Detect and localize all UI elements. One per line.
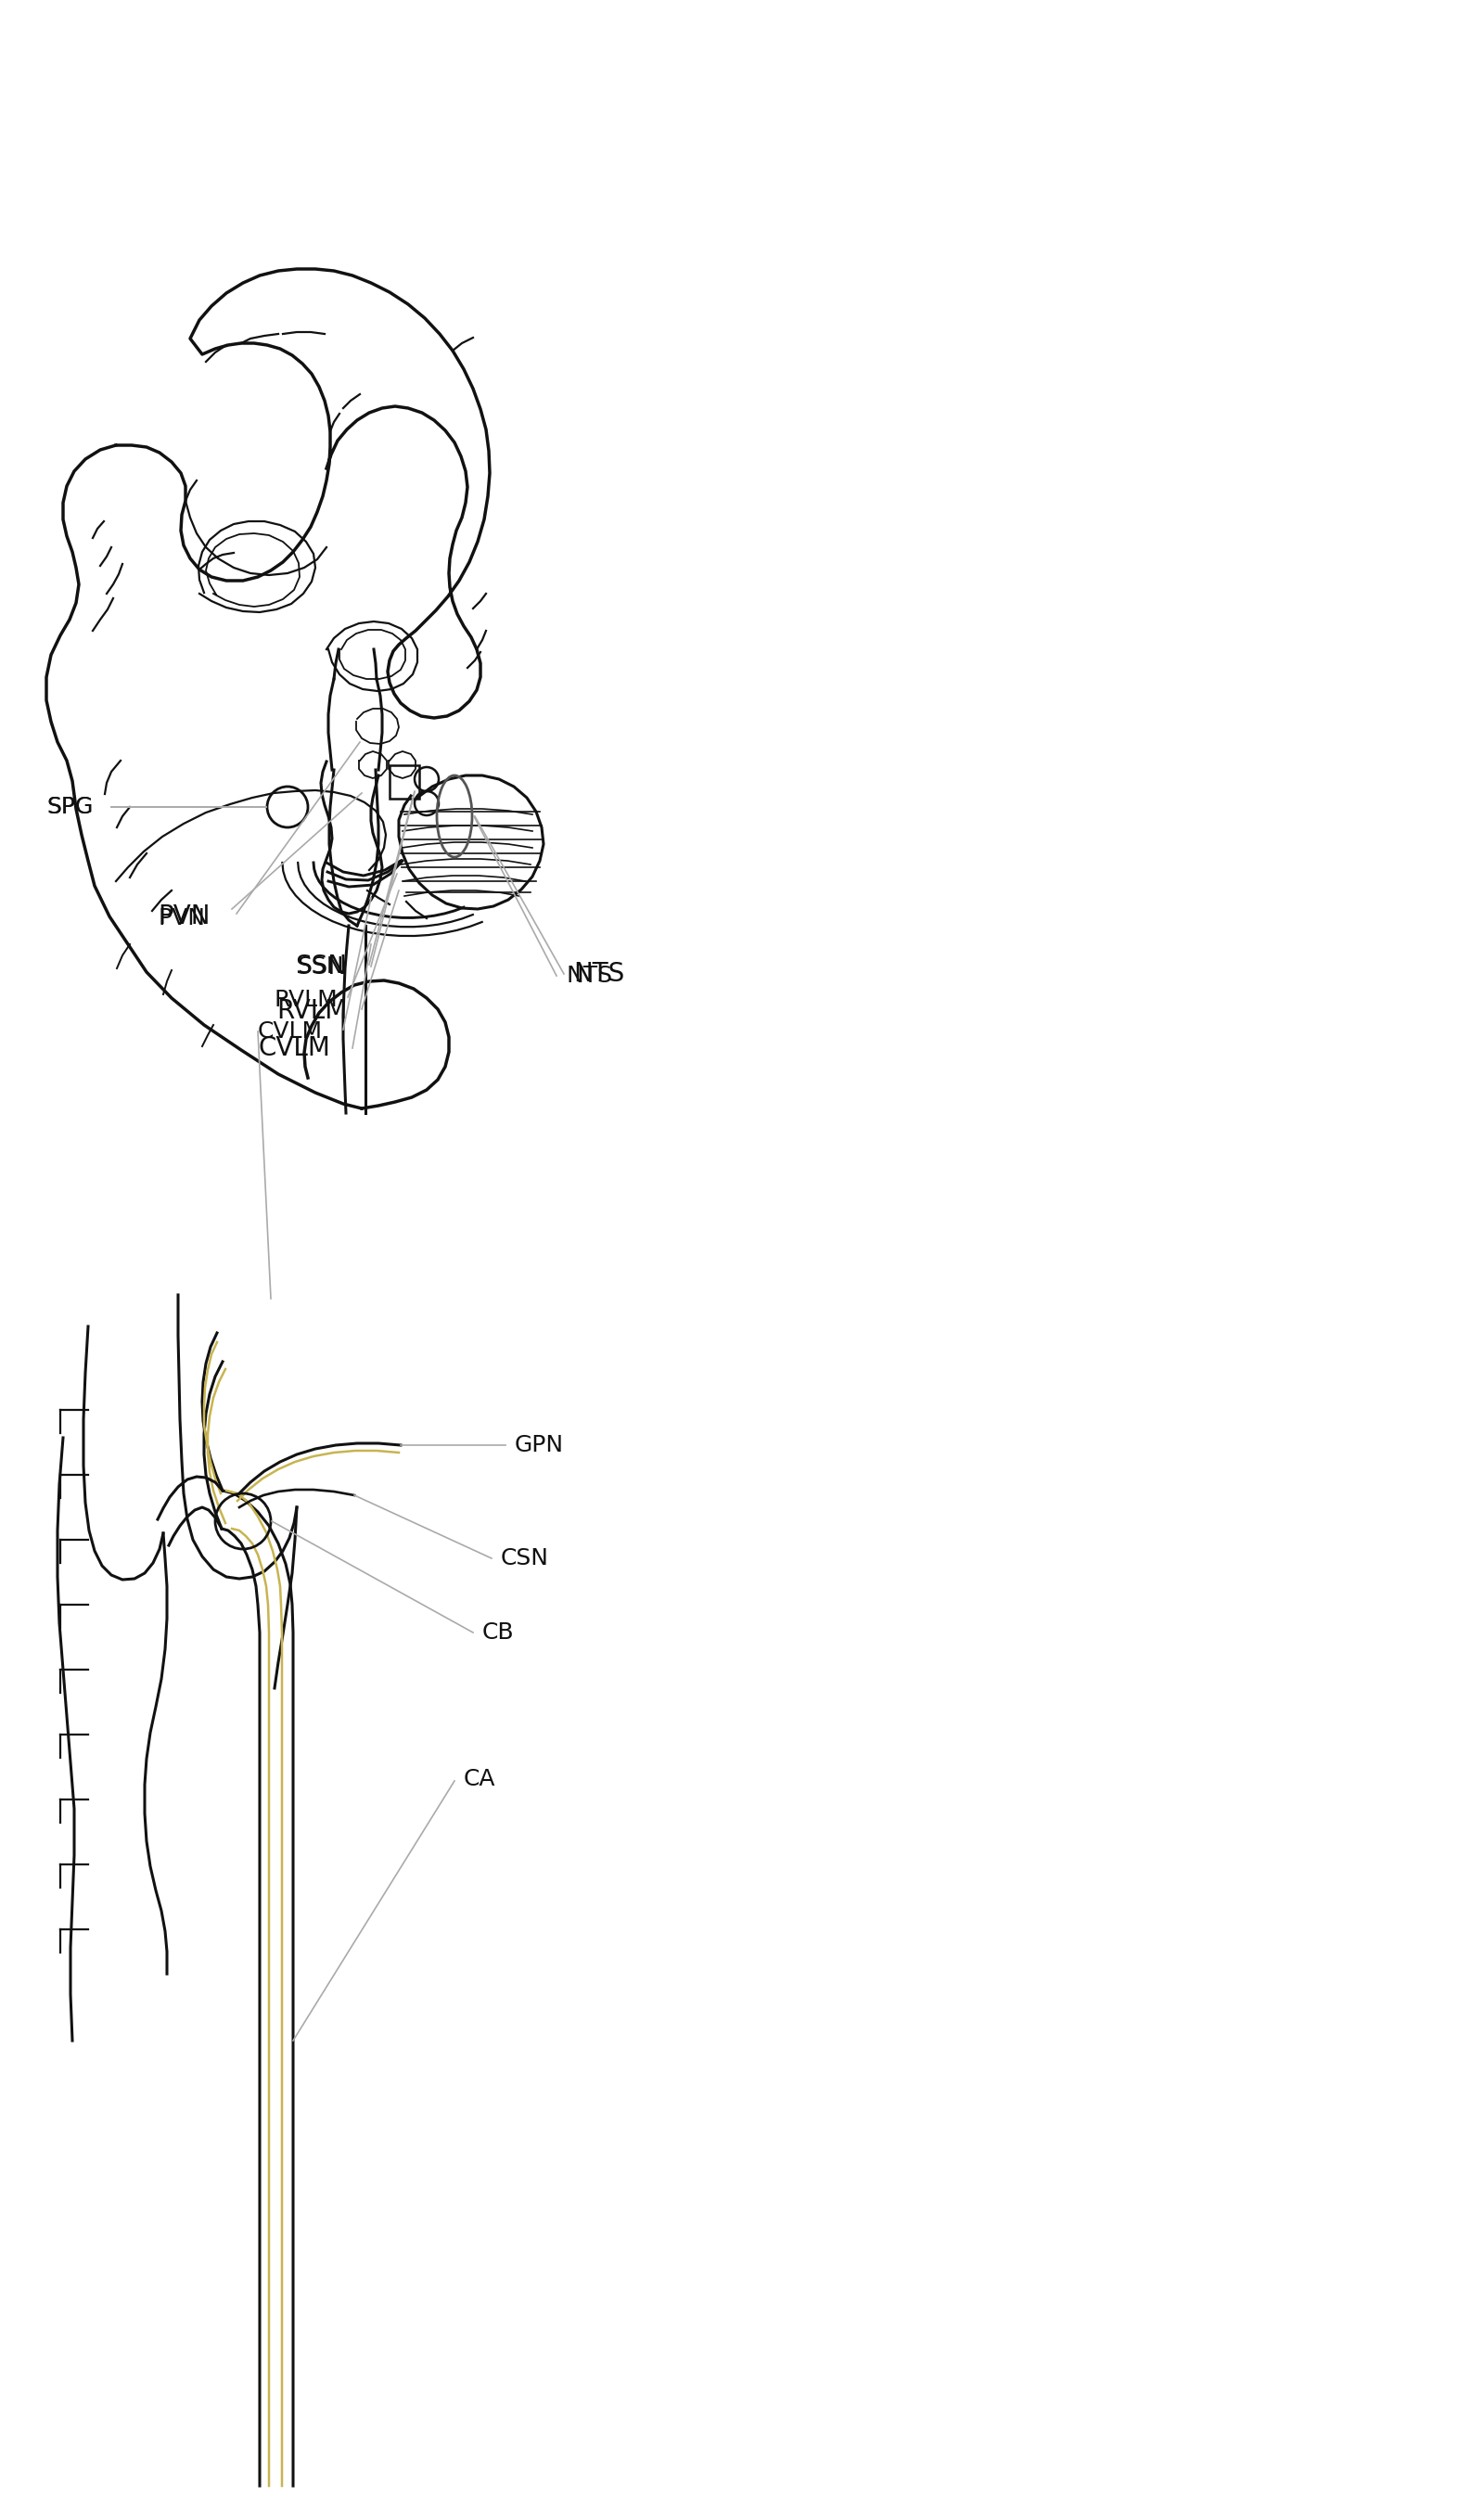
Text: RVLM: RVLM <box>276 999 347 1024</box>
Text: SPG: SPG <box>46 796 93 818</box>
Text: RVLM: RVLM <box>273 989 337 1012</box>
Text: SSN: SSN <box>295 954 347 979</box>
Text: GPN: GPN <box>515 1433 564 1456</box>
Text: CVLM: CVLM <box>258 1034 329 1062</box>
Text: PVN: PVN <box>157 906 205 929</box>
Bar <box>390 766 420 798</box>
Text: CSN: CSN <box>502 1546 549 1569</box>
Text: CA: CA <box>464 1767 496 1790</box>
Text: CB: CB <box>482 1621 515 1644</box>
Text: CVLM: CVLM <box>258 1022 324 1042</box>
Text: NTS: NTS <box>573 961 625 986</box>
Text: NTS: NTS <box>565 964 613 986</box>
Text: SPG: SPG <box>46 796 93 818</box>
Text: PVN: PVN <box>157 904 211 929</box>
Text: SSN: SSN <box>297 956 344 979</box>
